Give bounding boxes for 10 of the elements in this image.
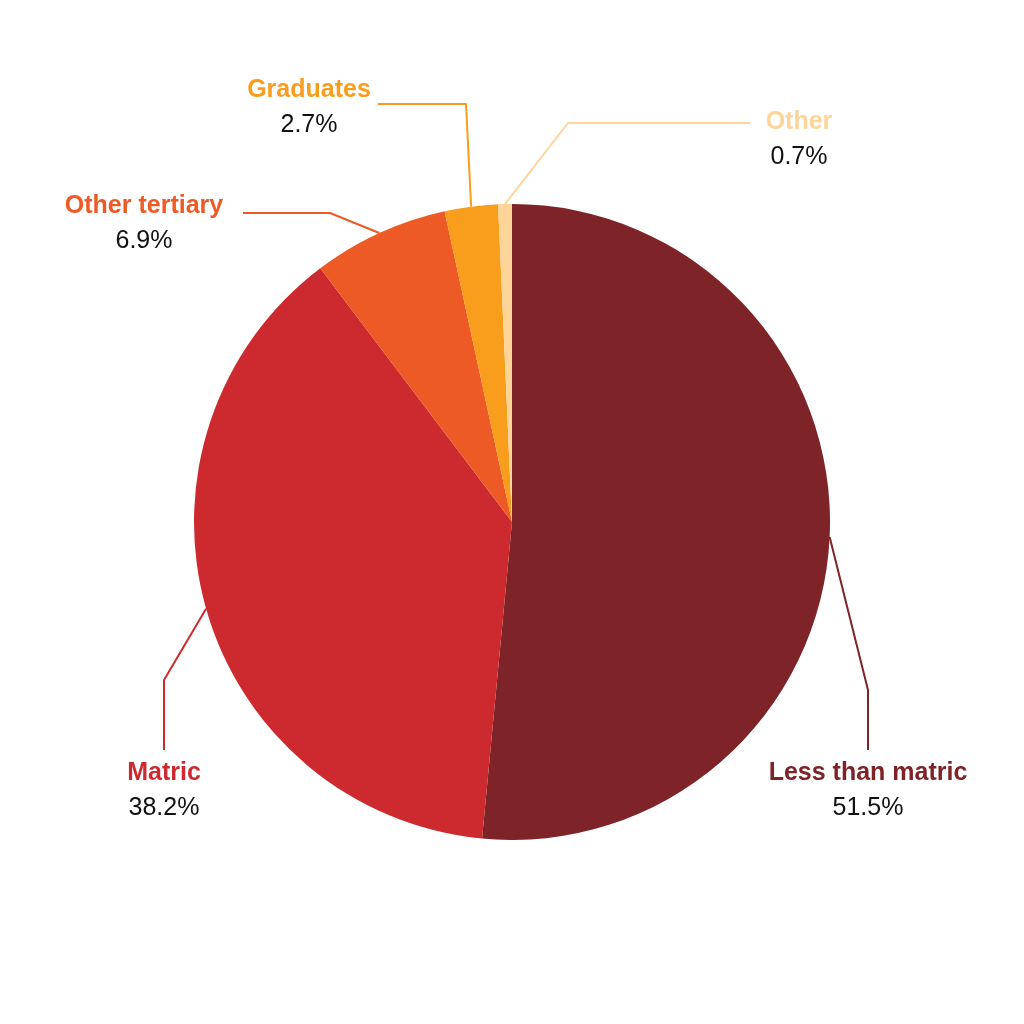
slice-label: Graduates	[247, 73, 371, 102]
slice-label: Other	[765, 105, 833, 134]
slice-label: Matric	[127, 756, 201, 785]
data-label: 51.5%	[832, 791, 904, 820]
data-label: 2.7%	[280, 108, 338, 137]
data-label: 6.9%	[115, 224, 173, 253]
slice-label: Less than matric	[768, 756, 968, 785]
data-label: 0.7%	[770, 140, 828, 169]
slice-label: Other tertiary	[64, 189, 224, 218]
data-label: 38.2%	[128, 791, 200, 820]
